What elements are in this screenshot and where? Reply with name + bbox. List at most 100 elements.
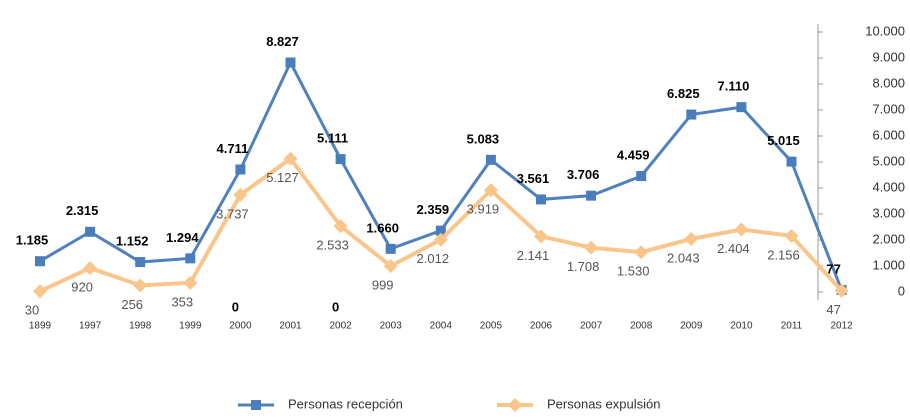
- marker: [83, 261, 98, 276]
- data-label: 3.919: [467, 202, 500, 217]
- legend-label: Personas recepción: [288, 396, 403, 411]
- marker: [686, 109, 697, 120]
- annotation: 0: [232, 299, 239, 314]
- data-label: 256: [121, 297, 143, 312]
- marker: [333, 219, 348, 234]
- data-label: 3.706: [567, 167, 600, 182]
- marker: [636, 171, 647, 182]
- data-label: 5.015: [767, 133, 800, 148]
- marker: [283, 151, 298, 166]
- data-label: 1.152: [116, 233, 149, 248]
- x-tick-label: 2005: [480, 321, 503, 332]
- marker: [736, 102, 747, 113]
- data-label: 2.043: [667, 250, 700, 265]
- marker: [786, 156, 797, 167]
- data-label: 5.127: [266, 170, 299, 185]
- marker: [285, 57, 296, 68]
- data-label: 2.315: [66, 203, 99, 218]
- y-tick-label: 2.000: [872, 231, 905, 246]
- data-label: 1.530: [617, 264, 650, 279]
- marker: [834, 283, 849, 298]
- x-tick-label: 2002: [329, 321, 352, 332]
- marker: [235, 164, 246, 175]
- marker: [485, 154, 496, 165]
- x-tick-label: 2007: [580, 321, 603, 332]
- legend-label: Personas expulsión: [547, 396, 660, 411]
- x-tick-label: 1999: [179, 321, 202, 332]
- marker: [435, 225, 446, 236]
- legend-marker: [251, 400, 261, 410]
- marker: [183, 275, 198, 290]
- marker: [433, 232, 448, 247]
- data-label: 8.827: [266, 34, 299, 49]
- data-label: 2.156: [767, 247, 800, 262]
- marker: [335, 154, 346, 165]
- x-tick-label: 2012: [830, 321, 853, 332]
- marker: [35, 256, 45, 267]
- x-tick-label: 2001: [279, 321, 302, 332]
- marker: [85, 226, 96, 237]
- marker: [185, 253, 196, 264]
- marker: [634, 245, 649, 260]
- data-label: 353: [171, 294, 193, 309]
- data-label: 2.141: [517, 248, 550, 263]
- x-tick-label: 2006: [530, 321, 553, 332]
- x-tick-label: 1899: [29, 321, 52, 332]
- marker: [483, 183, 498, 198]
- marker: [684, 231, 699, 246]
- data-label: 4.459: [617, 148, 650, 163]
- data-label: 2.359: [417, 202, 450, 217]
- data-label: 1.294: [166, 230, 199, 245]
- marker: [586, 190, 597, 201]
- data-label: 4.711: [216, 141, 248, 156]
- marker: [534, 229, 548, 244]
- data-label: 2.404: [717, 241, 750, 256]
- y-tick-label: 9.000: [872, 49, 905, 64]
- marker: [383, 259, 398, 274]
- data-label: 5.083: [467, 131, 500, 146]
- marker: [734, 222, 749, 237]
- marker: [584, 240, 599, 255]
- y-tick-label: 1.000: [872, 257, 905, 272]
- marker: [33, 284, 47, 299]
- x-tick-label: 1997: [79, 321, 102, 332]
- data-label: 999: [372, 277, 394, 292]
- series-line: [39, 155, 844, 294]
- y-tick-label: 8.000: [872, 75, 905, 90]
- x-tick-label: 2009: [680, 321, 703, 332]
- data-label: 5.111: [317, 131, 348, 146]
- y-tick-label: 3.000: [872, 205, 905, 220]
- y-tick-label: 0: [898, 283, 905, 298]
- data-label: 77: [826, 261, 840, 276]
- data-label: 47: [826, 302, 840, 317]
- data-label: 1.708: [567, 259, 600, 274]
- y-tick-label: 6.000: [872, 127, 905, 142]
- x-tick-label: 2004: [430, 321, 453, 332]
- annotation: 0: [332, 299, 339, 314]
- data-label: 2.533: [316, 238, 349, 253]
- marker: [135, 257, 146, 268]
- x-tick-label: 2010: [730, 321, 753, 332]
- marker: [233, 187, 248, 202]
- x-tick-label: 2003: [380, 321, 403, 332]
- data-label: 7.110: [717, 79, 749, 94]
- data-label: 920: [71, 280, 93, 295]
- marker: [536, 194, 546, 205]
- y-tick-label: 7.000: [872, 101, 905, 116]
- data-label: 1.185: [16, 233, 49, 248]
- data-label: 30: [25, 303, 39, 318]
- data-label: 3.737: [216, 206, 249, 221]
- marker: [784, 228, 799, 243]
- x-tick-label: 2008: [630, 321, 653, 332]
- data-label: 3.561: [517, 171, 550, 186]
- y-tick-label: 10.000: [865, 23, 905, 38]
- marker: [385, 243, 396, 254]
- x-tick-label: 2000: [229, 321, 252, 332]
- data-label: 2.012: [417, 251, 450, 266]
- data-label: 1.660: [366, 220, 399, 235]
- x-tick-label: 1998: [129, 321, 152, 332]
- data-label: 6.825: [667, 86, 700, 101]
- x-tick-label: 2011: [781, 321, 803, 332]
- legend-marker: [508, 398, 522, 412]
